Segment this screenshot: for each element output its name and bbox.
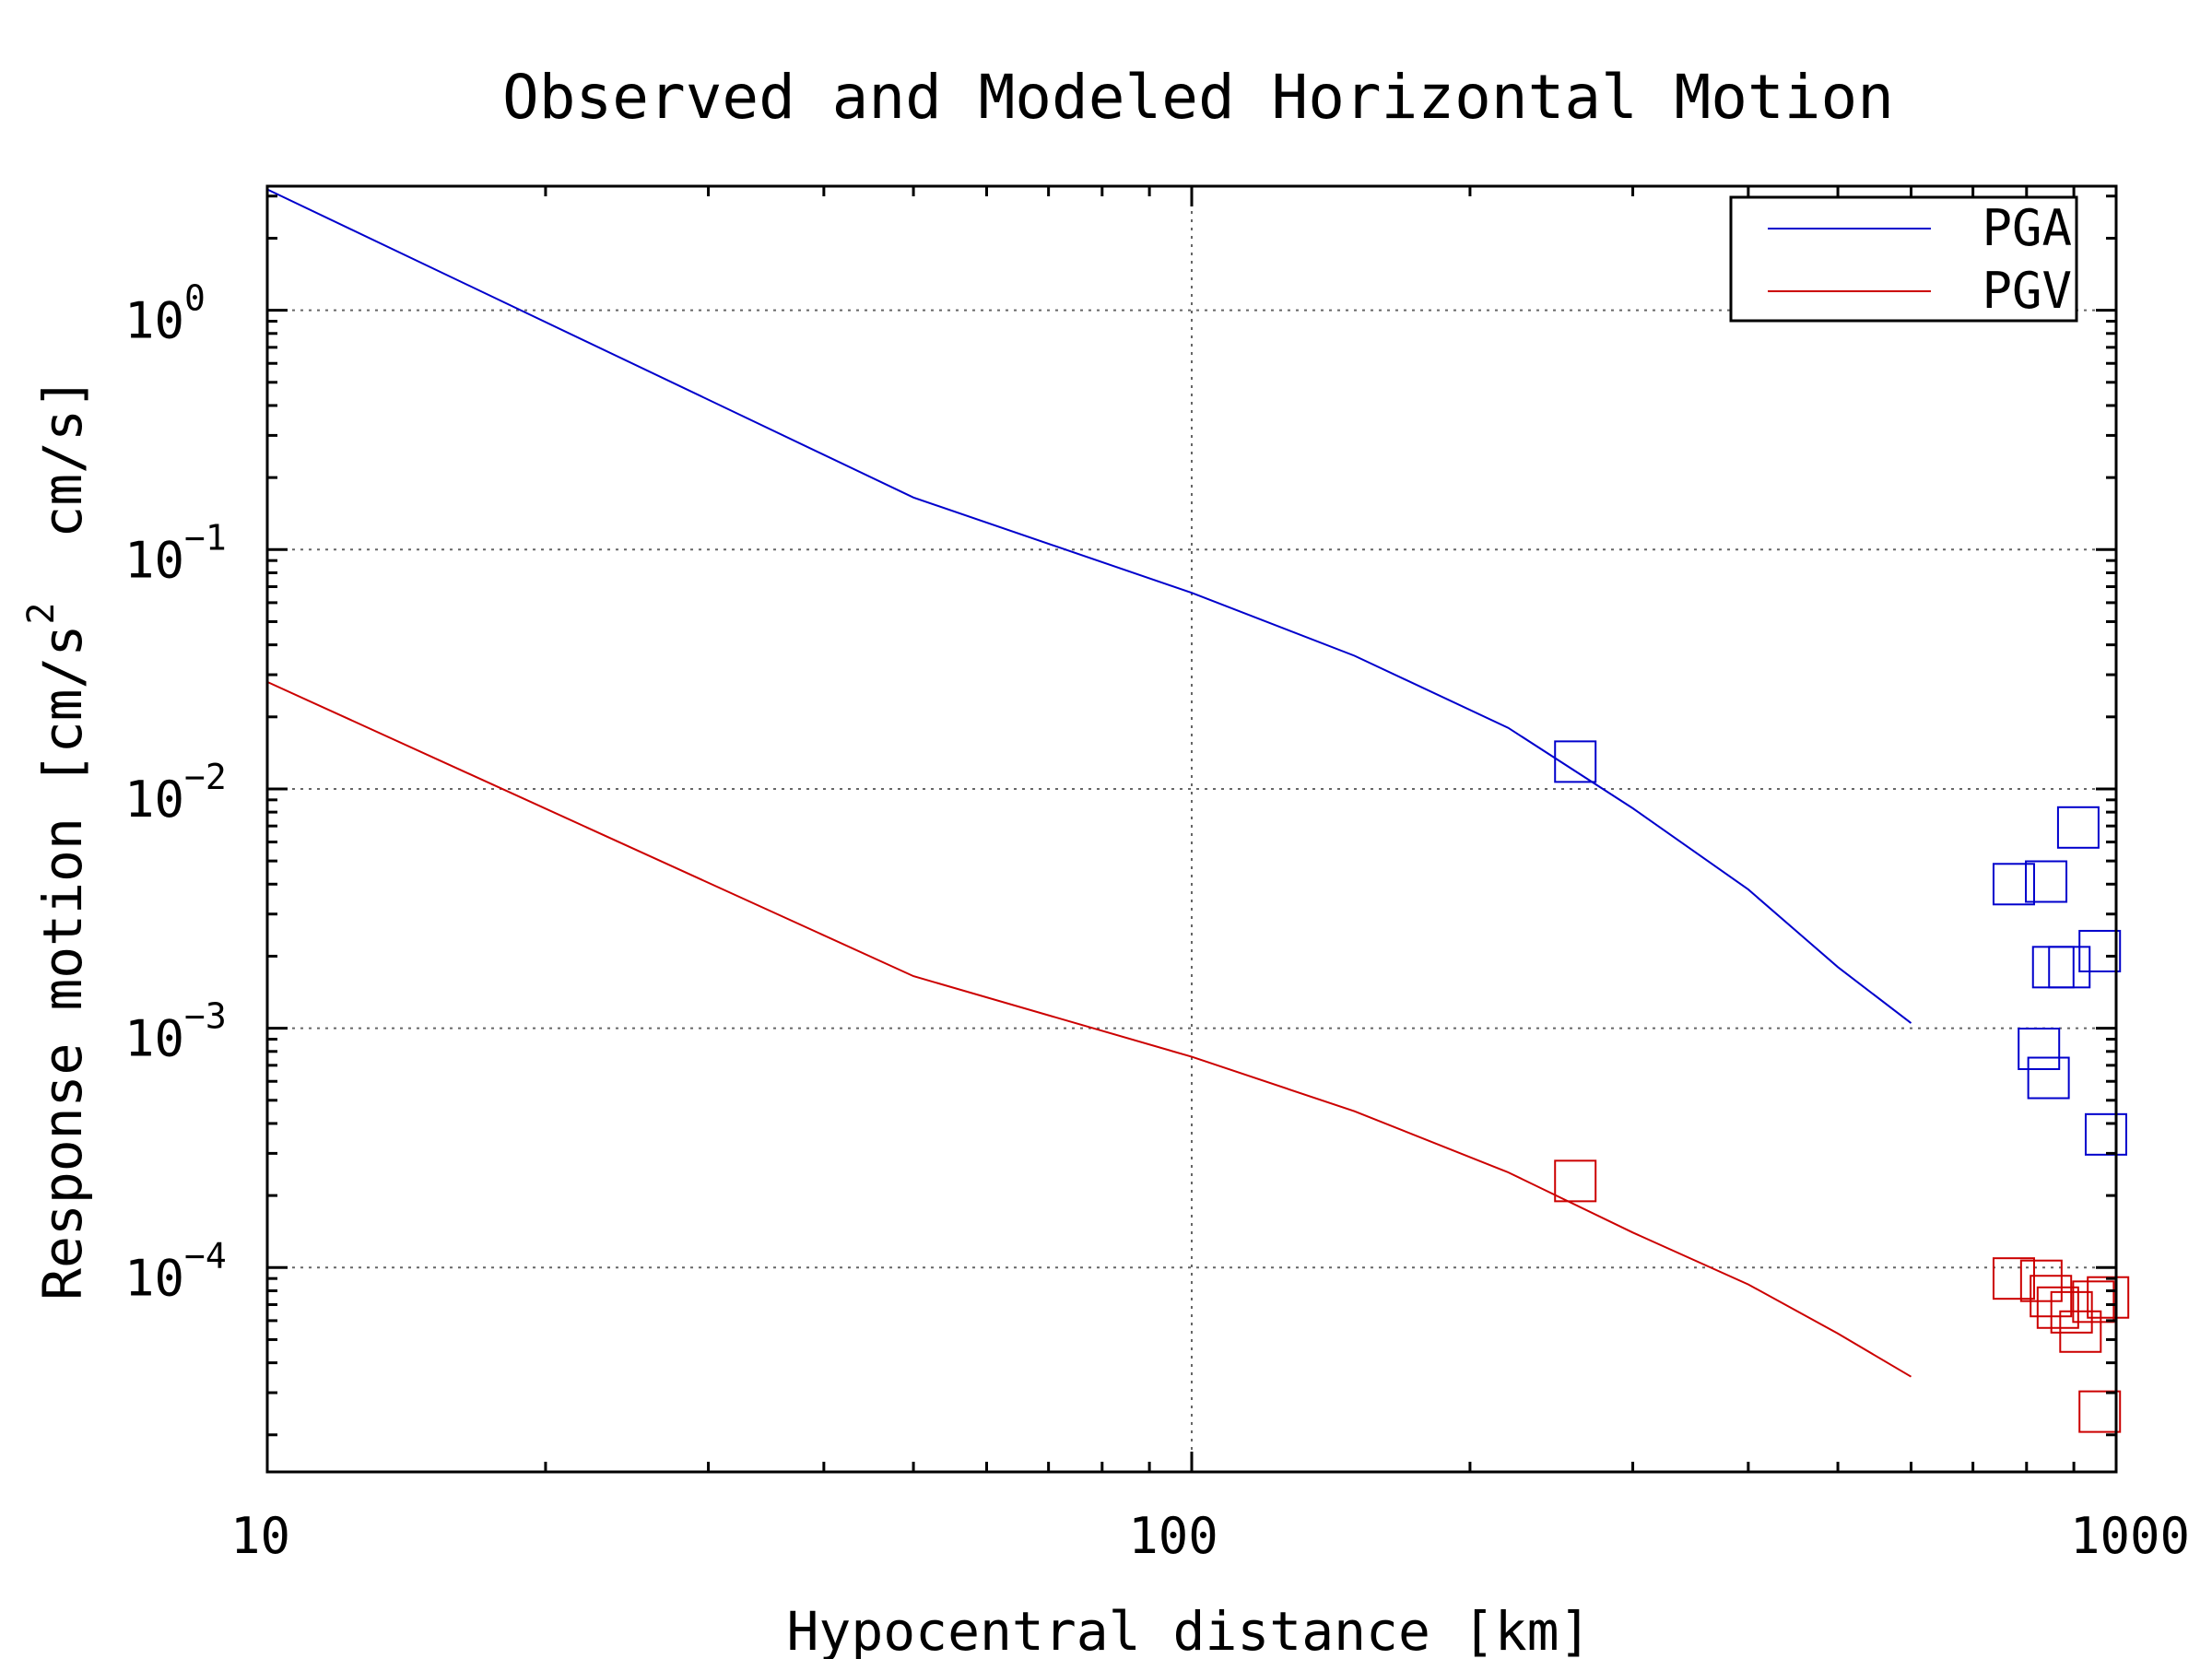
y-axis-label: Response motion [cm/s2 cm/s] — [20, 377, 94, 1300]
legend-box — [1729, 195, 2078, 323]
observed-point-pga — [2078, 929, 2122, 972]
y-tick-label-4: 10−4 — [124, 1235, 227, 1307]
x-axis-label: Hypocentral distance [km] — [787, 1600, 1592, 1659]
observed-point-pgv — [2059, 1310, 2102, 1353]
y-tick-label-0: 100 — [124, 278, 206, 350]
grid — [267, 186, 2116, 1472]
y-tick-base: 10 — [124, 531, 184, 589]
observed-point-pga — [2056, 806, 2100, 849]
legend: PGA PGV — [1729, 195, 2078, 323]
observed-point-pga — [2025, 860, 2068, 903]
observed-point-pgv — [2072, 1280, 2115, 1324]
observed-point-pga — [2018, 1028, 2061, 1071]
observed-point-pgv — [2078, 1390, 2122, 1433]
series-line-pga — [266, 188, 1912, 1024]
legend-label-pgv: PGV — [1982, 262, 2072, 320]
legend-label-pga: PGA — [1982, 199, 2072, 257]
y-tick-exponent: −2 — [184, 757, 227, 797]
y-tick-base: 10 — [124, 1249, 184, 1307]
y-tick-base: 10 — [124, 292, 184, 350]
y-axis-label-tail: cm/s] — [31, 377, 94, 602]
y-tick-exponent: −3 — [184, 996, 227, 1037]
observed-point-pgv — [1554, 1159, 1597, 1203]
observed-point-pgv — [1992, 1257, 2035, 1300]
chart-title: Observed and Modeled Horizontal Motion — [502, 62, 1894, 133]
y-tick-exponent: −4 — [184, 1235, 227, 1276]
y-tick-exponent: −1 — [184, 517, 227, 558]
y-axis-label-main: Response motion [cm/s — [31, 625, 94, 1300]
y-tick-base: 10 — [124, 1010, 184, 1068]
x-tick-label-1000: 1000 — [2070, 1507, 2190, 1565]
series-layer — [266, 188, 2130, 1433]
y-axis-label-sup: 2 — [20, 603, 63, 625]
y-tick-exponent: 0 — [184, 278, 206, 319]
observed-point-pgv — [2036, 1286, 2079, 1329]
observed-point-pga — [2027, 1056, 2070, 1100]
y-tick-label-1: 10−1 — [124, 517, 227, 589]
y-tick-base: 10 — [124, 771, 184, 829]
observed-point-pga — [2048, 946, 2091, 989]
y-tick-label-3: 10−3 — [124, 996, 227, 1068]
series-line-pgv — [266, 680, 1912, 1378]
observed-point-pga — [2031, 946, 2075, 989]
observed-point-pgv — [2050, 1290, 2093, 1334]
observed-point-pga — [1992, 863, 2035, 906]
observed-point-pga — [2084, 1112, 2127, 1156]
x-tick-label-10: 10 — [230, 1507, 290, 1565]
x-tick-label-100: 100 — [1128, 1507, 1218, 1565]
observed-point-pgv — [2019, 1259, 2063, 1302]
ticks — [265, 186, 2116, 1472]
observed-point-pga — [1554, 740, 1597, 783]
y-tick-label-2: 10−2 — [124, 757, 227, 829]
